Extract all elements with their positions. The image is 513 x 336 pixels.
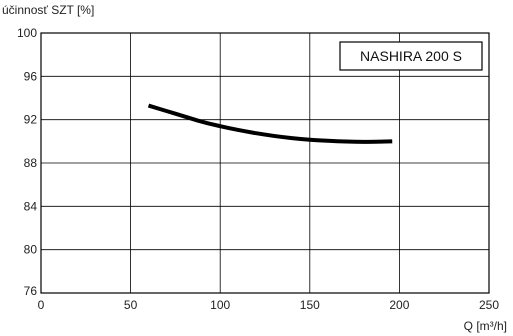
y-tick-label: 76 [24,284,38,298]
x-tick-labels: 0 50 100 150 200 250 [38,298,500,312]
legend: NASHIRA 200 S [339,41,483,71]
y-tick-label: 100 [17,26,37,40]
x-axis-title: Q [m³/h] [464,319,507,333]
y-tick-label: 92 [24,113,38,127]
series-lines [147,103,393,144]
y-tick-label: 84 [24,199,38,213]
y-tick-label: 88 [24,156,38,170]
x-tick-label: 100 [210,298,230,312]
x-tick-label: 50 [124,298,138,312]
x-tick-label: 150 [300,298,320,312]
legend-series-label: NASHIRA 200 S [360,48,462,64]
x-tick-label: 250 [479,298,499,312]
y-tick-label: 80 [24,243,38,257]
x-tick-label: 0 [38,298,45,312]
y-axis-title: účinnosť SZT [%] [2,3,94,17]
grid [40,32,490,294]
legend-box [339,41,483,71]
y-tick-labels: 76 80 84 88 92 96 100 [17,26,37,298]
y-tick-label: 96 [24,69,38,83]
plot-frame [40,32,490,294]
x-tick-label: 200 [389,298,409,312]
series-line-0 [147,103,393,144]
